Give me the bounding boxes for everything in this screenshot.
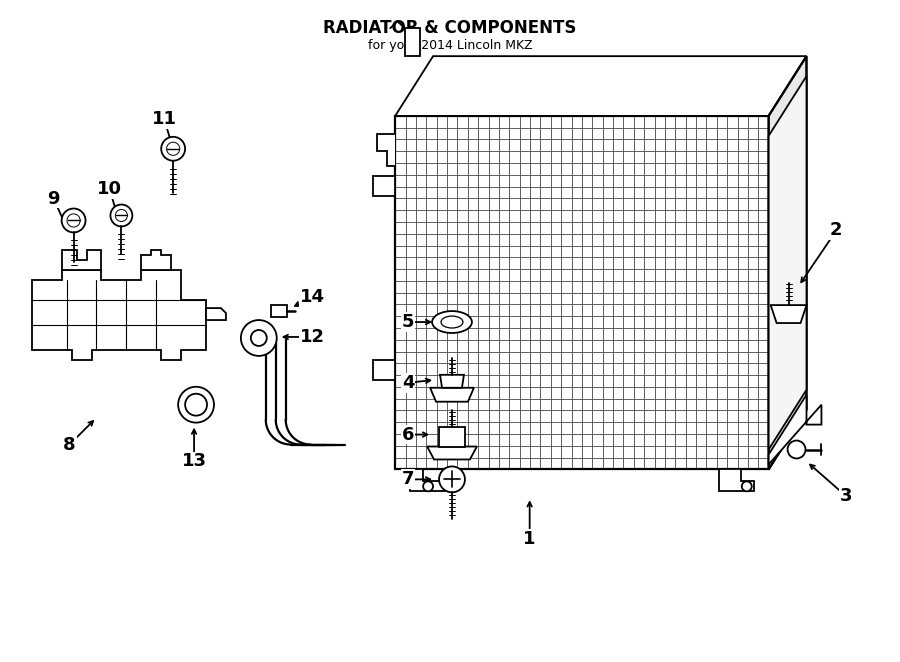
Text: 3: 3 xyxy=(840,487,852,505)
Circle shape xyxy=(61,209,86,232)
Polygon shape xyxy=(374,175,395,195)
Text: 2: 2 xyxy=(830,221,842,240)
Circle shape xyxy=(423,481,433,491)
Text: 10: 10 xyxy=(97,179,122,197)
Polygon shape xyxy=(428,446,477,459)
Ellipse shape xyxy=(441,316,463,328)
Text: 11: 11 xyxy=(152,110,176,128)
Polygon shape xyxy=(395,116,769,469)
Text: 12: 12 xyxy=(300,328,325,346)
Polygon shape xyxy=(377,134,395,166)
Text: 8: 8 xyxy=(63,436,76,453)
Text: RADIATOR & COMPONENTS: RADIATOR & COMPONENTS xyxy=(323,19,577,37)
Polygon shape xyxy=(769,56,806,469)
Ellipse shape xyxy=(432,311,472,333)
Circle shape xyxy=(251,330,266,346)
Circle shape xyxy=(178,387,214,422)
Circle shape xyxy=(67,214,80,227)
Text: 13: 13 xyxy=(182,452,207,471)
Polygon shape xyxy=(32,270,206,360)
Polygon shape xyxy=(770,305,806,323)
Text: 6: 6 xyxy=(402,426,414,444)
Text: 14: 14 xyxy=(300,288,325,306)
Polygon shape xyxy=(410,469,445,491)
Circle shape xyxy=(241,320,276,356)
Polygon shape xyxy=(395,56,806,116)
Polygon shape xyxy=(141,250,171,270)
Circle shape xyxy=(439,467,465,493)
Text: 7: 7 xyxy=(402,471,414,489)
Text: 5: 5 xyxy=(402,313,414,331)
Text: 1: 1 xyxy=(524,530,536,548)
Circle shape xyxy=(185,394,207,416)
Polygon shape xyxy=(430,388,474,402)
Polygon shape xyxy=(405,28,420,56)
Text: 4: 4 xyxy=(402,374,414,392)
Polygon shape xyxy=(374,360,395,380)
Polygon shape xyxy=(769,76,806,449)
Circle shape xyxy=(166,142,180,156)
Polygon shape xyxy=(440,375,464,388)
Circle shape xyxy=(111,205,132,226)
Polygon shape xyxy=(206,308,226,320)
Polygon shape xyxy=(439,426,465,446)
Circle shape xyxy=(161,137,185,161)
Polygon shape xyxy=(769,395,822,465)
Circle shape xyxy=(115,209,128,222)
Circle shape xyxy=(742,481,751,491)
Text: for your 2014 Lincoln MKZ: for your 2014 Lincoln MKZ xyxy=(368,39,532,52)
Polygon shape xyxy=(61,250,102,270)
Polygon shape xyxy=(719,469,753,491)
Circle shape xyxy=(788,440,806,459)
Text: 9: 9 xyxy=(48,189,60,208)
Bar xyxy=(271,305,287,317)
